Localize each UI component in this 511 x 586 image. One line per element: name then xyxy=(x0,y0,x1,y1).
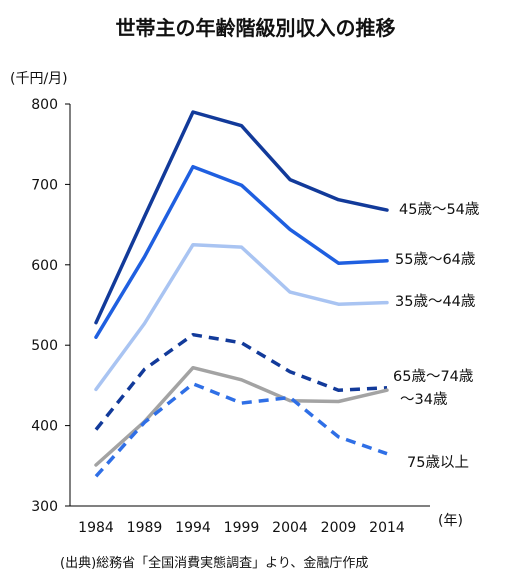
y-axis-unit-label: (千円/月) xyxy=(10,71,68,87)
x-tick-label: 2009 xyxy=(321,520,357,536)
x-tick-label: 1999 xyxy=(224,520,260,536)
y-tick-label: 600 xyxy=(31,258,58,274)
series-line xyxy=(94,164,389,339)
x-axis-unit-label: (年) xyxy=(438,513,463,529)
y-tick-label: 400 xyxy=(31,419,58,435)
series-line xyxy=(94,382,388,478)
y-tick-label: 700 xyxy=(31,177,58,193)
x-tick-label: 1994 xyxy=(175,520,211,536)
series-label: 75歳以上 xyxy=(407,454,469,471)
y-tick-label: 300 xyxy=(31,499,58,515)
series-label: 45歳～54歳 xyxy=(399,201,479,218)
series-line xyxy=(94,242,389,392)
series-label: 55歳～64歳 xyxy=(395,251,475,268)
series-line xyxy=(94,365,389,467)
x-tick-label: 2004 xyxy=(272,520,308,536)
series-label: 35歳～44歳 xyxy=(395,293,475,310)
y-tick-label: 800 xyxy=(31,97,58,113)
x-tick-label: 1984 xyxy=(78,520,114,536)
source-note: (出典)総務省「全国消費実態調査」より、金融庁作成 xyxy=(60,556,369,571)
series-label: 65歳～74歳 xyxy=(393,368,473,385)
series-line xyxy=(94,110,389,325)
x-tick-label: 1989 xyxy=(127,520,163,536)
series-line xyxy=(94,332,388,431)
chart-title: 世帯主の年齢階級別収入の推移 xyxy=(115,16,396,40)
y-tick-label: 500 xyxy=(31,338,58,354)
series-label: ～34歳 xyxy=(400,391,447,408)
x-tick-label: 2014 xyxy=(369,520,405,536)
